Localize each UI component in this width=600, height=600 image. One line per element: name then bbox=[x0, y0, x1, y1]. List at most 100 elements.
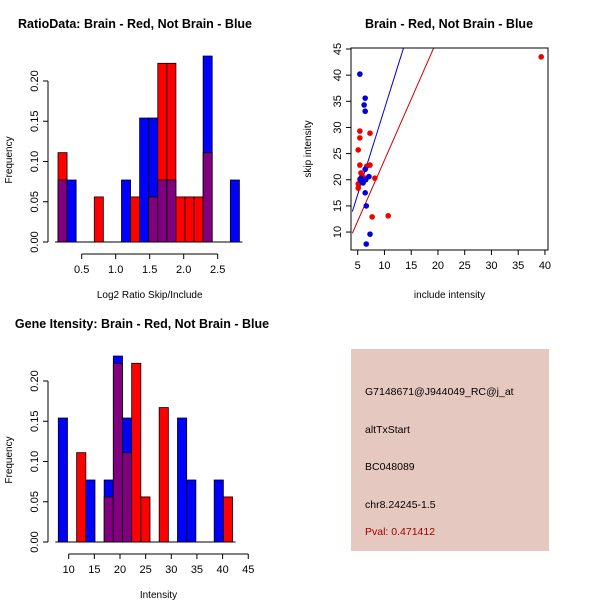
chart-1-point-0-3 bbox=[367, 130, 373, 137]
chart-1-point-1-10 bbox=[363, 203, 370, 209]
chart-2-bar-overlap-5 bbox=[103, 496, 114, 543]
chart-1-point-0-0 bbox=[538, 54, 545, 60]
chart-1-xtick-label-3: 20 bbox=[432, 260, 444, 272]
chart-1-point-1-4 bbox=[362, 166, 368, 173]
chart-1-ytick-label-6: 40 bbox=[332, 69, 344, 81]
chart-0-xtick-label-0: 0.5 bbox=[74, 264, 89, 276]
chart-1-point-0-1 bbox=[357, 128, 363, 134]
chart-1-xtick-label-1: 10 bbox=[378, 260, 390, 272]
chart-1-point-1-1 bbox=[362, 95, 368, 101]
chart-0-ytick-label-4: 0.20 bbox=[29, 70, 41, 91]
chart-1-point-1-9 bbox=[362, 190, 368, 196]
chart-2-bar-2 bbox=[76, 452, 87, 543]
chart-0-ytick-label-0: 0.00 bbox=[29, 231, 41, 252]
chart-1-ytick-label-0: 10 bbox=[332, 226, 344, 238]
chart-1-point-1-11 bbox=[367, 231, 373, 237]
chart-1-point-1-8 bbox=[362, 176, 369, 183]
chart-2-bar-17 bbox=[213, 479, 224, 543]
chart-0-xtick-label-1: 1.0 bbox=[108, 264, 123, 276]
chart-1-point-1-0 bbox=[357, 71, 363, 77]
chart-0-bar-14 bbox=[184, 196, 195, 243]
chart-2-bar-14 bbox=[186, 479, 197, 543]
chart-0-title: RatioData: Brain - Red, Not Brain - Blue bbox=[18, 17, 252, 31]
chart-2-xtick-label-3: 25 bbox=[140, 564, 152, 576]
chart-1-point-0-12 bbox=[372, 175, 378, 181]
chart-0-bar-overlap-0 bbox=[57, 179, 68, 243]
chart-2-xtick-label-7: 45 bbox=[242, 564, 254, 576]
chart-1-ytick-label-3: 25 bbox=[332, 147, 344, 159]
chart-1-point-1-12 bbox=[363, 241, 370, 247]
chart-1-xtick-label-7: 40 bbox=[539, 260, 551, 272]
chart-2-xtick-label-0: 10 bbox=[63, 564, 75, 576]
chart-0-xtick-label-2: 1.5 bbox=[142, 264, 157, 276]
chart-0-bar-overlap-10 bbox=[148, 196, 159, 243]
chart-0-xtick-label-3: 2.0 bbox=[176, 264, 191, 276]
chart-1-point-0-11 bbox=[355, 185, 362, 191]
chart-1-point-0-2 bbox=[357, 135, 363, 141]
chart-2-ytick-label-4: 0.20 bbox=[29, 370, 41, 391]
chart-0-bar-overlap-16 bbox=[202, 152, 213, 243]
chart-2-bar-0 bbox=[57, 417, 68, 543]
chart-0-bar-8 bbox=[130, 196, 141, 243]
chart-1-point-0-5 bbox=[357, 162, 363, 168]
p-value: Pval: 0.471412 bbox=[365, 526, 436, 538]
chart-2-bar-18 bbox=[222, 496, 233, 543]
chart-1-point-0-13 bbox=[369, 214, 375, 220]
chart-0-xlabel: Log2 Ratio Skip/Include bbox=[97, 290, 203, 301]
chart-2-bar-overlap-7 bbox=[122, 452, 133, 543]
chart-1-point-1-13 bbox=[358, 175, 364, 181]
chart-1-point-0-4 bbox=[355, 147, 362, 153]
chart-0-ytick-label-3: 0.15 bbox=[29, 111, 41, 132]
chart-1-ytick-label-4: 30 bbox=[332, 121, 344, 133]
chart-2-ytick-label-0: 0.00 bbox=[29, 531, 41, 552]
chart-1-xlabel: include intensity bbox=[414, 290, 485, 301]
chart-1-fit-line-1 bbox=[351, 48, 405, 212]
chart-0-bar-19 bbox=[229, 179, 240, 243]
chart-2-xtick-label-2: 20 bbox=[114, 564, 126, 576]
chart-2-xlabel: Intensity bbox=[140, 590, 177, 600]
chart-2-bar-8 bbox=[131, 362, 142, 543]
chart-2-xtick-label-6: 40 bbox=[216, 564, 228, 576]
chart-2-ytick-label-3: 0.15 bbox=[29, 411, 41, 432]
chart-0-bar-13 bbox=[175, 196, 186, 243]
chart-1-point-1-3 bbox=[362, 108, 368, 115]
chart-2-bar-3 bbox=[85, 479, 96, 543]
chart-0-bar-9 bbox=[139, 117, 150, 243]
chart-1-point-0-14 bbox=[385, 213, 391, 219]
probe-info-panel: G7148671@J944049_RC@j_at altTxStart BC04… bbox=[351, 349, 549, 551]
event-type: altTxStart bbox=[365, 424, 410, 436]
chart-0-bar-overlap-12 bbox=[166, 179, 177, 243]
chart-0-ylabel: Frequency bbox=[4, 136, 15, 183]
chart-2-ylabel: Frequency bbox=[4, 436, 15, 483]
chart-2-bar-13 bbox=[177, 417, 188, 543]
chart-1-ytick-label-2: 20 bbox=[332, 174, 344, 186]
chart-1-ytick-label-7: 45 bbox=[332, 43, 344, 55]
chart-1-plot-frame bbox=[350, 47, 549, 251]
chart-2-bar-11 bbox=[158, 407, 169, 543]
probe-id: G7148671@J944049_RC@j_at bbox=[365, 386, 514, 398]
chart-2-ytick-label-2: 0.10 bbox=[29, 451, 41, 472]
genomic-location: chr8.24245-1.5 bbox=[365, 499, 436, 511]
chart-0-ytick-label-2: 0.10 bbox=[29, 151, 41, 172]
chart-0-xtick-label-4: 2.5 bbox=[210, 264, 225, 276]
chart-2-xtick-label-1: 15 bbox=[88, 564, 100, 576]
chart-1-ytick-label-5: 35 bbox=[332, 95, 344, 107]
chart-0-ytick-label-1: 0.05 bbox=[29, 191, 41, 212]
chart-1-xtick-label-5: 30 bbox=[485, 260, 497, 272]
chart-0-bar-overlap-11 bbox=[157, 179, 168, 243]
chart-0-bar-1 bbox=[66, 179, 77, 243]
chart-1-fit-line-0 bbox=[351, 48, 435, 234]
accession: BC048089 bbox=[365, 461, 415, 473]
chart-0-bar-15 bbox=[193, 196, 204, 243]
chart-1-xtick-label-0: 5 bbox=[355, 260, 361, 272]
chart-1-point-1-2 bbox=[361, 102, 367, 108]
chart-1-xtick-label-2: 15 bbox=[405, 260, 417, 272]
chart-1-xtick-label-4: 25 bbox=[459, 260, 471, 272]
chart-1-ytick-label-1: 15 bbox=[332, 200, 344, 212]
chart-0-bar-7 bbox=[121, 179, 131, 243]
chart-1-ylabel: skip intensity bbox=[303, 120, 314, 177]
chart-1-title: Brain - Red, Not Brain - Blue bbox=[365, 17, 533, 31]
chart-2-bar-overlap-6 bbox=[112, 362, 123, 543]
chart-2-title: Gene Itensity: Brain - Red, Not Brain - … bbox=[15, 317, 269, 331]
